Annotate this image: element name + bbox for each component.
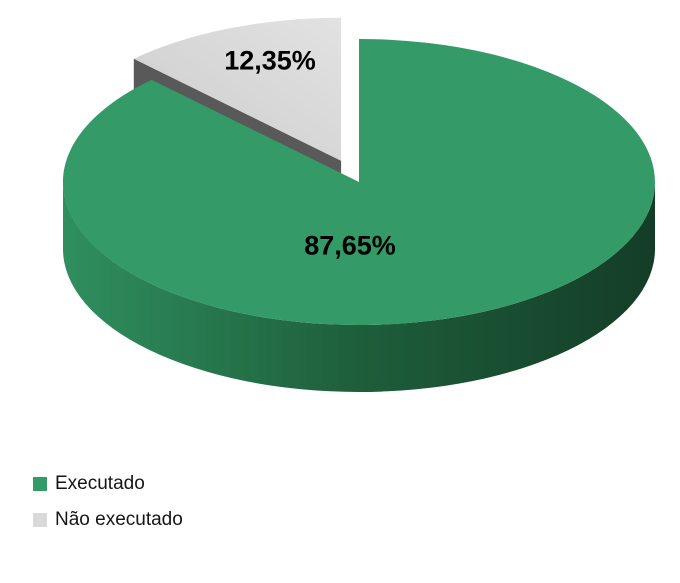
legend-swatch-nao-executado [33, 513, 47, 527]
legend-swatch-executado [33, 477, 47, 491]
legend-item-executado: Executado [33, 473, 183, 495]
data-label-nao-executado: 12,35% [224, 45, 316, 76]
slice-executado-side [63, 182, 655, 392]
slice-nao-executado-top [133, 17, 342, 161]
legend-label-executado: Executado [55, 473, 145, 494]
slice-executado-top [62, 39, 655, 325]
legend-label-nao-executado: Não executado [55, 509, 183, 530]
legend: Executado Não executado [33, 473, 183, 545]
legend-item-nao-executado: Não executado [33, 509, 183, 531]
data-label-executado: 87,65% [304, 230, 396, 261]
